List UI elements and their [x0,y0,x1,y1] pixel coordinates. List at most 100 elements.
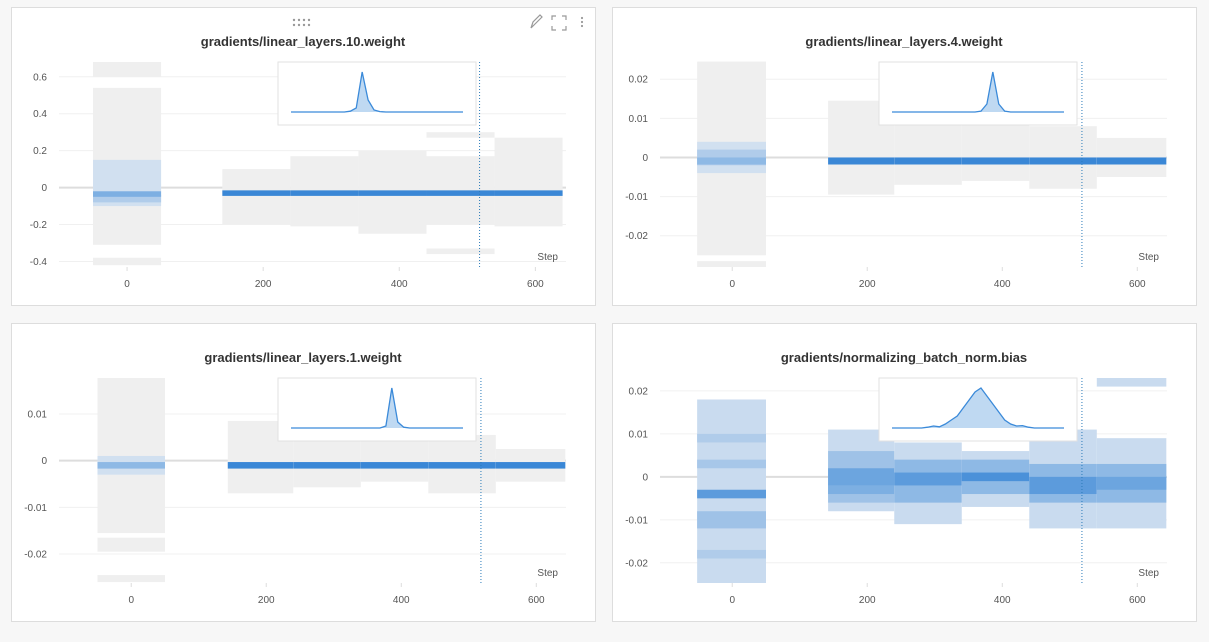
x-tick-label: 0 [124,279,130,290]
inset-line [892,387,1064,429]
histogram-bin [494,190,563,196]
histogram-bin [1096,476,1167,490]
panel-title: gradients/linear_layers.10.weight [201,34,406,49]
histogram-bin [93,62,162,77]
histogram-bin [227,462,294,469]
y-tick-label: 0.01 [28,409,48,420]
x-tick-label: 200 [255,279,272,290]
inset-box [878,61,1078,126]
histogram-bin [1029,157,1097,165]
panel-title: gradients/linear_layers.4.weight [805,34,1003,49]
x-tick-label: 200 [859,279,876,290]
histogram-bin [426,132,495,138]
histogram-bin [828,468,895,486]
x-axis-label: Step [1138,568,1159,579]
inset [277,61,477,126]
histogram-bin [426,248,495,255]
histogram-bin [93,257,162,266]
x-tick-label: 600 [1129,279,1146,290]
histogram-bin [894,472,962,486]
histogram-bin [97,537,165,552]
inset [878,377,1078,442]
y-tick-label: -0.02 [24,550,47,561]
inset-line [291,387,463,429]
inset [878,61,1078,126]
y-tick-label: -0.02 [625,558,648,569]
drag-handle[interactable] [292,18,311,27]
histogram-bin [697,489,766,499]
x-tick-label: 600 [527,279,544,290]
histogram-bin [697,157,766,165]
histogram-bin [697,261,766,267]
y-tick-label: 0 [642,153,648,164]
y-tick-label: 0 [41,183,47,194]
inset-box [277,61,477,126]
y-tick-label: 0.6 [33,72,47,83]
y-tick-label: 0.01 [629,429,649,440]
histogram-bin [1029,476,1097,495]
histogram-bin [426,190,495,196]
y-tick-label: 0.2 [33,146,47,157]
y-tick-label: -0.01 [24,503,47,514]
histogram-bin [1096,157,1167,165]
x-tick-label: 0 [128,595,134,606]
panel: gradients/linear_layers.4.weight 0.02 0.01… [612,7,1197,306]
y-tick-label: -0.2 [30,220,48,231]
x-tick-label: 0 [729,279,735,290]
menu-icon[interactable] [580,16,584,28]
x-tick-label: 600 [1129,595,1146,606]
histogram-bin [293,462,361,469]
histogram-bin [428,462,496,469]
fullscreen-icon[interactable] [551,15,567,31]
histogram-bin [894,157,962,165]
panel: gradients/linear_layers.10.weight 0.6 0.4 0… [11,7,596,306]
panel-title: gradients/linear_layers.1.weight [204,350,402,365]
histogram-bin [961,120,1030,181]
y-tick-label: 0 [41,456,47,467]
y-tick-label: -0.01 [625,515,648,526]
histogram-bin [494,137,563,227]
histogram-bin [961,157,1030,165]
x-axis-label: Step [537,252,558,263]
inset-line [291,71,463,113]
histogram-bin [828,485,895,495]
panel-toolbar [292,14,584,31]
histogram-bin [222,190,291,196]
x-tick-label: 400 [393,595,410,606]
histogram-bin [290,190,359,196]
edit-icon[interactable] [530,14,543,29]
histogram-bin [222,169,291,225]
x-tick-label: 600 [528,595,545,606]
y-tick-label: 0 [642,472,648,483]
histogram-bin [360,462,429,469]
histogram-bin [97,462,165,469]
histogram-bin [697,459,766,469]
histogram-bin [828,157,895,165]
x-axis-label: Step [537,568,558,579]
histogram-bin [697,549,766,559]
x-tick-label: 400 [994,279,1011,290]
inset-box [277,377,477,442]
histogram-bin [961,472,1030,482]
histogram-bin [697,511,766,529]
x-tick-label: 400 [391,279,408,290]
histogram-bin [97,575,165,583]
x-axis-label: Step [1138,252,1159,263]
x-tick-label: 400 [994,595,1011,606]
histogram-bin [360,439,429,482]
panel-title: gradients/normalizing_batch_norm.bias [781,350,1027,365]
histogram-bin [697,433,766,443]
y-tick-label: -0.02 [625,231,648,242]
histogram-bin [97,378,165,534]
inset [277,377,477,442]
y-tick-label: -0.01 [625,192,648,203]
inset-line [892,71,1064,113]
y-tick-label: 0.01 [629,114,649,125]
x-tick-label: 200 [258,595,275,606]
histogram-bin [358,190,427,196]
panel: gradients/normalizing_batch_norm.bias 0.0… [612,323,1197,622]
histogram-bin [495,462,566,469]
x-tick-label: 0 [729,595,735,606]
